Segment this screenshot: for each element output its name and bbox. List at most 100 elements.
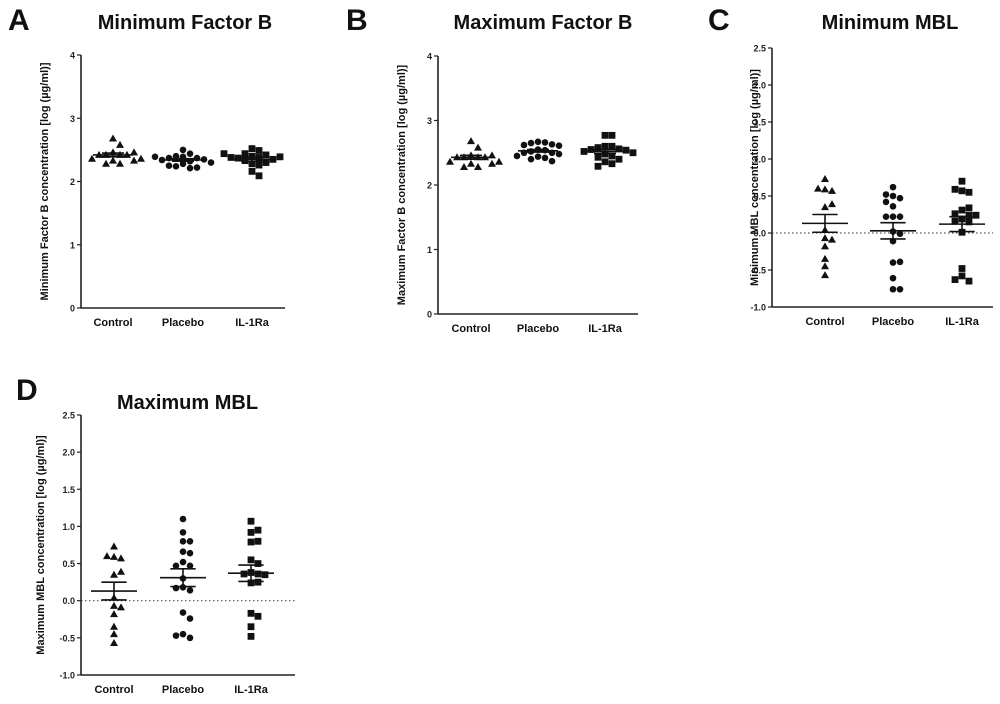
data-point-triangle [821,242,829,250]
data-point-triangle [495,157,503,165]
y-tick-label: 1.0 [753,155,766,165]
x-tick-label: IL-1Ra [235,317,270,329]
data-point-square [601,158,609,166]
panel-letter: D [16,374,38,407]
data-point-square [965,218,973,226]
chart-title: Maximum Factor B [453,12,633,34]
x-tick-label: Placebo [872,316,914,328]
data-point-square [247,632,255,640]
y-tick-label: 1 [427,245,432,255]
data-point-circle [186,549,194,557]
x-tick-label: Placebo [162,684,204,696]
x-tick-label: IL-1Ra [945,316,980,328]
data-point-circle [896,213,904,221]
data-point-circle [179,548,187,555]
data-point-triangle [110,639,118,647]
data-point-circle [896,230,904,238]
data-point-circle [186,615,194,622]
panel-b: B Maximum Factor B 0 1 2 3 4 Maximum Factor B… [340,0,680,340]
y-tick-label: 0 [70,304,75,314]
chart-title: Minimum MBL [821,12,959,34]
y-tick-label: 1.5 [62,485,75,495]
data-point-circle [555,142,563,149]
data-point-triangle [821,271,829,279]
chart-plot-c: -1.0 -0.5 0.0 0.5 1.0 1.5 2.0 2.5 Minimum MBL co… [749,44,993,328]
data-point-square [958,177,966,185]
data-point-square [248,145,256,153]
data-point-circle [548,141,556,148]
data-point-square [601,131,609,139]
x-tick-label: Control [805,316,844,328]
data-point-circle [186,634,194,642]
data-point-square [255,172,263,180]
data-point-triangle [446,157,454,165]
data-point-square [254,537,262,545]
data-point-circle [172,562,180,570]
data-point-circle [889,203,897,210]
data-point-square [615,155,623,163]
data-point-triangle [117,603,125,611]
chart-title: Minimum Factor B [97,12,273,34]
y-tick-label: 1 [70,240,75,250]
data-point-triangle [117,567,125,575]
y-tick-label: 0.5 [753,192,766,202]
data-point-circle [534,153,542,160]
data-point-square [965,188,973,196]
data-point-triangle [110,610,118,618]
data-point-square [227,154,235,161]
data-point-square [255,147,263,154]
data-point-triangle [821,174,829,182]
data-point-square [608,152,616,160]
data-point-triangle [110,552,118,560]
data-point-triangle [88,154,96,162]
data-point-square [958,265,966,272]
data-point-circle [207,159,215,166]
panel-letter: A [8,4,30,37]
data-point-triangle [474,162,482,170]
data-point-square [965,277,973,285]
chart-plot-a: 0 1 2 3 4 Minimum Factor B concentration [log… [39,51,285,329]
data-point-square [254,526,262,534]
data-point-triangle [814,184,822,192]
data-point-circle [513,152,521,160]
y-axis-label: Maximum Factor B concentration [log (µg/… [396,64,408,305]
data-point-square [587,146,595,153]
data-point-circle [889,285,897,293]
y-tick-label: -0.5 [59,633,75,643]
data-point-circle [186,562,194,570]
data-point-square [972,211,980,219]
data-point-square [254,560,262,567]
data-point-triangle [110,542,118,550]
data-point-square [615,145,623,153]
y-tick-label: 3 [70,114,75,124]
data-point-square [608,160,616,168]
data-point-triangle [821,254,829,262]
data-point-triangle [460,162,468,170]
x-tick-label: IL-1Ra [234,684,269,696]
data-point-circle [889,259,897,266]
data-point-circle [179,529,187,536]
data-point-square [594,144,602,151]
data-point-circle [179,515,187,523]
data-point-circle [896,258,904,266]
data-point-triangle [828,235,836,243]
x-tick-label: IL-1Ra [588,323,623,335]
x-tick-label: Placebo [517,323,559,335]
data-point-triangle [109,156,117,164]
data-point-circle [200,156,208,163]
data-point-circle [186,537,194,545]
panel-letter: B [346,4,368,37]
y-tick-label: 4 [427,52,432,62]
data-point-circle [534,138,542,146]
data-point-triangle [103,552,111,560]
data-point-triangle [102,159,110,167]
data-point-square [234,154,242,162]
data-point-square [262,151,270,159]
data-point-square [247,579,255,587]
data-point-circle [179,537,187,545]
panel-a: A Minimum Factor B 0 1 2 3 4 Minimum Factor B… [0,0,340,340]
x-tick-label: Control [451,323,490,335]
data-point-circle [882,191,890,198]
y-tick-label: -0.5 [750,266,766,276]
y-tick-label: 2 [427,181,432,191]
